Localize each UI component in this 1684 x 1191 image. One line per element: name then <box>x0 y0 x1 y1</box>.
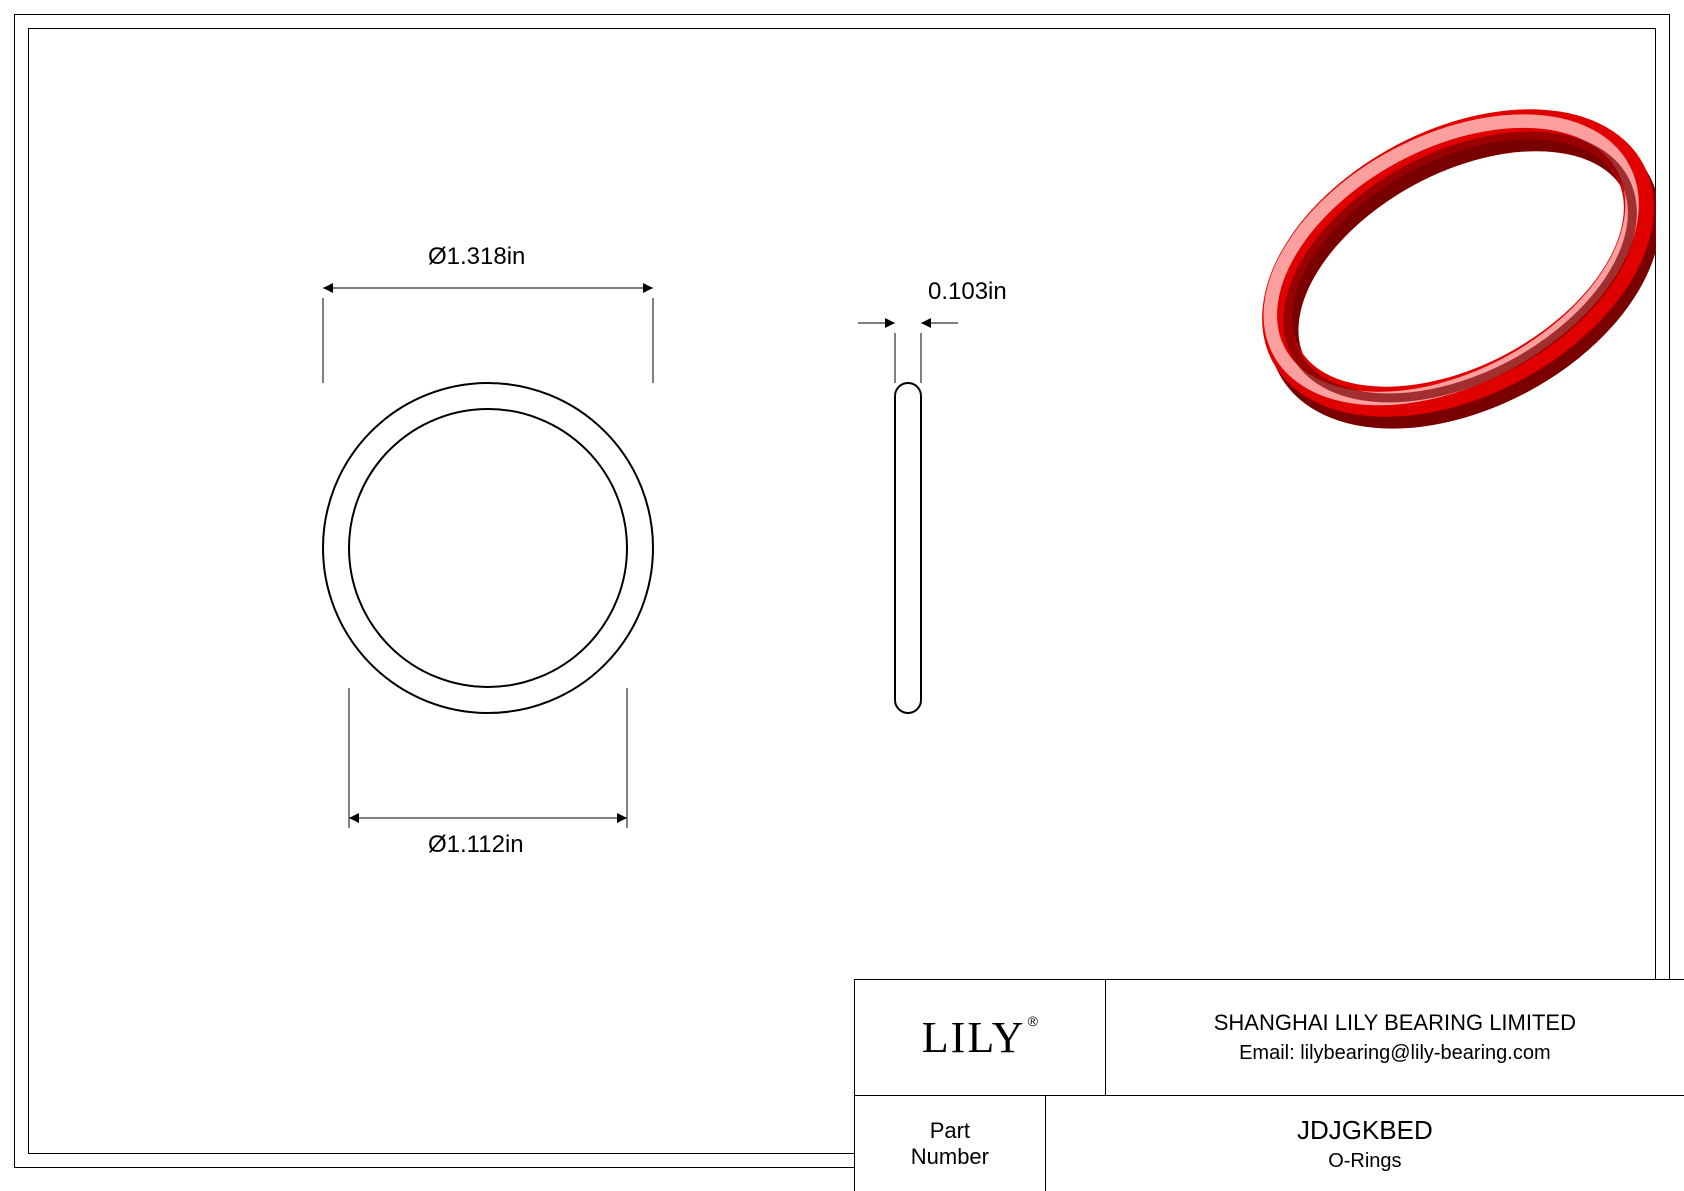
logo-cell: LILY® <box>855 980 1105 1095</box>
oring-inner-circle <box>349 409 627 687</box>
part-info-cell: JDJGKBED O-Rings <box>1045 1096 1684 1191</box>
title-block-row-part: Part Number JDJGKBED O-Rings <box>855 1095 1684 1191</box>
part-number-label: Part Number <box>911 1118 989 1170</box>
oring-side-profile <box>895 383 921 713</box>
cross-section-width-label: 0.103in <box>928 278 1007 306</box>
part-number: JDJGKBED <box>1297 1115 1433 1146</box>
company-cell: SHANGHAI LILY BEARING LIMITED Email: lil… <box>1105 980 1684 1095</box>
outer-diameter-label: Ø1.318in <box>428 243 525 271</box>
company-name: SHANGHAI LILY BEARING LIMITED <box>1214 1010 1576 1036</box>
registered-icon: ® <box>1028 1013 1040 1029</box>
oring-outer-circle <box>323 383 653 713</box>
part-description: O-Rings <box>1328 1150 1401 1173</box>
title-block-row-company: LILY® SHANGHAI LILY BEARING LIMITED Emai… <box>855 980 1684 1095</box>
title-block: LILY® SHANGHAI LILY BEARING LIMITED Emai… <box>854 979 1684 1191</box>
oring-3d-render <box>1224 62 1656 473</box>
logo-name: LILY <box>922 1013 1026 1062</box>
part-number-label-cell: Part Number <box>855 1096 1045 1191</box>
company-email: Email: lilybearing@lily-bearing.com <box>1239 1042 1551 1065</box>
inner-diameter-label: Ø1.112in <box>428 831 524 859</box>
logo-text: LILY® <box>922 1012 1038 1063</box>
